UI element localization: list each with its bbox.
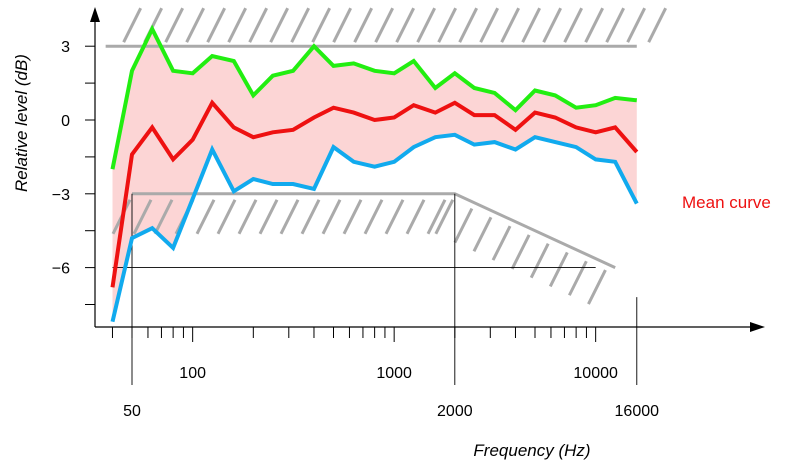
axes: 3 0 −3 −6 100 1000 10000 50 2000 16000 [52, 7, 765, 420]
lower-tolerance-hatch [510, 234, 531, 270]
upper-tolerance-hatch [584, 7, 604, 43]
upper-tolerance-hatch [290, 7, 310, 43]
upper-tolerance-hatch [374, 7, 394, 43]
upper-tolerance-hatch [647, 7, 667, 43]
lower-tolerance-hatch [300, 199, 321, 235]
series-mean-line [110, 99, 639, 288]
upper-tolerance-hatch [185, 7, 205, 43]
upper-tolerance-hatch [626, 7, 646, 43]
reference-lines [112, 193, 638, 385]
x-axis-arrow [750, 322, 765, 332]
lower-tolerance-hatch [426, 199, 447, 235]
series-lower-line [110, 132, 639, 323]
lower-tolerance-hatch [216, 199, 237, 235]
lower-tolerance-hatch [405, 199, 426, 235]
x-axis-title: Frequency (Hz) [473, 441, 590, 460]
y-axis-title: Relative level (dB) [12, 54, 31, 192]
upper-tolerance-hatch [395, 7, 415, 43]
lower-tolerance-hatch [491, 225, 512, 261]
y-tick-label: −6 [52, 261, 70, 278]
lower-tolerance-hatch [153, 199, 174, 235]
upper-tolerance-hatch [458, 7, 478, 43]
x-tick-label: 1000 [376, 365, 412, 382]
upper-tolerance-hatch [521, 7, 541, 43]
legend-mean-curve: Mean curve [682, 193, 771, 212]
upper-tolerance-hatch [416, 7, 436, 43]
upper-tolerance-hatch [164, 7, 184, 43]
lower-tolerance-hatch [279, 199, 300, 235]
upper-tolerance-hatch [605, 7, 625, 43]
upper-tolerance-hatch [437, 7, 457, 43]
upper-tolerance-hatch [479, 7, 499, 43]
upper-tolerance-hatch [122, 7, 142, 43]
series-upper-line [110, 24, 638, 170]
upper-tolerance-hatch [248, 7, 268, 43]
y-tick-label: 3 [61, 39, 70, 56]
x-tick-label: 100 [179, 365, 206, 382]
upper-tolerance-hatch [206, 7, 226, 43]
upper-tolerance-hatch [269, 7, 289, 43]
lower-tolerance-hatch [453, 207, 474, 244]
series-lines [110, 24, 639, 323]
lower-tolerance-hatch [548, 251, 569, 288]
lower-tolerance [111, 192, 616, 305]
lower-tolerance-hatch [342, 199, 363, 235]
y-tick-label: 0 [61, 113, 70, 130]
upper-tolerance [105, 7, 667, 48]
lower-tolerance-hatch [363, 199, 384, 235]
upper-tolerance-hatch [311, 7, 331, 43]
tolerance-limits [105, 7, 667, 305]
lower-tolerance-hatch [587, 269, 607, 305]
lower-tolerance-hatch [529, 243, 550, 279]
lower-tolerance-hatch [258, 199, 279, 235]
y-axis-arrow [90, 7, 100, 22]
x-tick-label: 50 [123, 403, 141, 420]
lower-tolerance-hatch [237, 199, 258, 235]
lower-tolerance-hatch [195, 199, 216, 235]
lower-tolerance-hatch [434, 199, 455, 235]
lower-tolerance-hatch [321, 199, 342, 235]
lower-tolerance-hatch [472, 216, 493, 253]
y-tick-label: −3 [52, 187, 70, 204]
upper-tolerance-hatch [542, 7, 562, 43]
upper-tolerance-hatch [500, 7, 520, 43]
upper-tolerance-hatch [332, 7, 352, 43]
upper-tolerance-hatch [353, 7, 373, 43]
upper-tolerance-hatch [563, 7, 583, 43]
x-tick-label: 10000 [573, 365, 618, 382]
x-tick-label: 16000 [615, 403, 660, 420]
lower-tolerance-hatch [568, 260, 588, 296]
upper-tolerance-hatch [227, 7, 247, 43]
x-tick-label: 2000 [437, 403, 473, 420]
lower-tolerance-hatch [384, 199, 405, 235]
lower-tolerance-hatch [132, 199, 153, 235]
